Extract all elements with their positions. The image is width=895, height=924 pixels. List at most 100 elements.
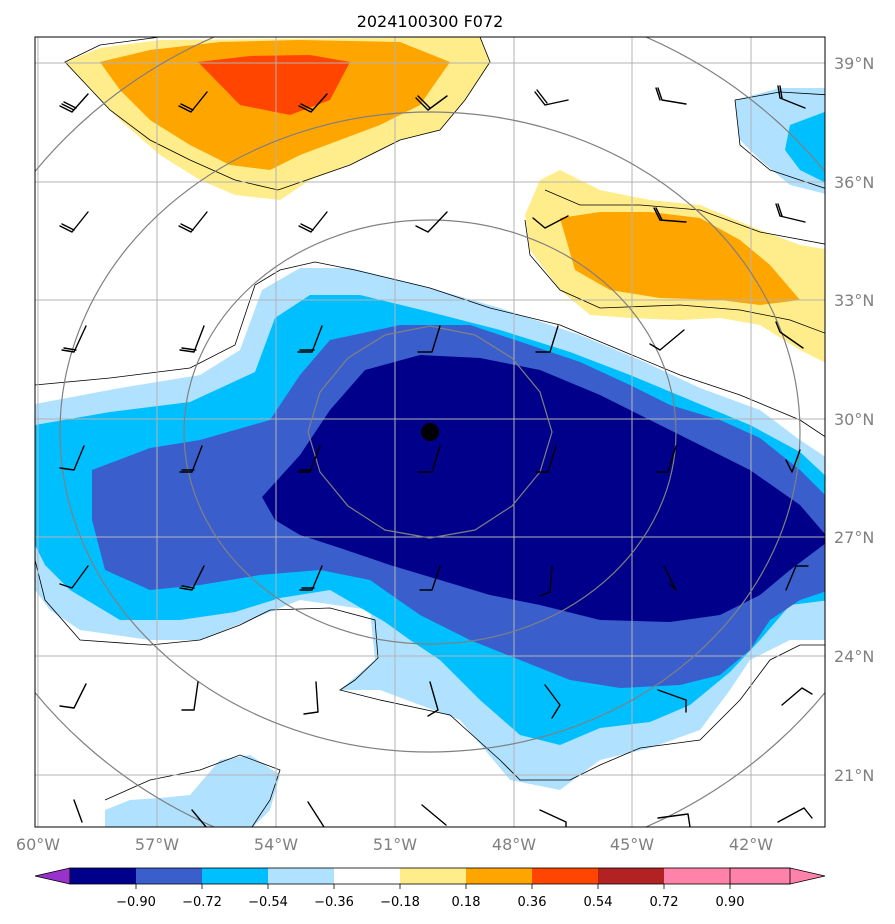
negative-anomaly-fields — [35, 88, 825, 827]
wind-barb — [178, 211, 208, 233]
wind-barb — [427, 681, 439, 717]
lat-label: 33°N — [834, 291, 874, 310]
wind-barb — [415, 95, 448, 111]
wind-barb — [535, 325, 559, 353]
colorbar-segment — [202, 868, 268, 884]
colorbar-outline — [69, 867, 791, 885]
wind-barb — [178, 91, 208, 113]
wind-barb — [297, 445, 321, 473]
wind-barb — [59, 93, 89, 113]
wind-barb — [179, 325, 205, 353]
wind-barb — [297, 325, 323, 353]
colorbar-segment — [664, 868, 730, 884]
contour-fill-pos-054 — [198, 55, 350, 115]
colorbar-label: −0.54 — [248, 895, 288, 910]
colorbar-ticks — [135, 884, 731, 889]
colorbar-segment — [70, 868, 136, 884]
wind-barb — [303, 681, 319, 715]
lon-label: 51°W — [373, 835, 417, 854]
range-rings — [35, 37, 825, 827]
wind-barb — [419, 565, 441, 591]
wind-barb — [417, 445, 441, 473]
lat-label: 30°N — [834, 410, 874, 429]
wind-barb — [539, 809, 567, 827]
contour-line-north — [64, 37, 491, 191]
colorbar-segment — [598, 868, 664, 884]
range-ring-2 — [183, 219, 677, 645]
wind-barbs — [59, 85, 813, 827]
wind-barb — [775, 203, 806, 223]
wind-barb — [539, 565, 553, 597]
wind-barb — [655, 87, 687, 105]
contour-line-south — [35, 559, 825, 781]
lon-label: 54°W — [254, 835, 298, 854]
contour-line-east-top — [734, 91, 825, 101]
contour-line-sw — [104, 754, 281, 827]
wind-barb — [777, 85, 806, 109]
latitude-labels: 39°N 36°N 33°N 30°N 27°N 24°N 21°N — [834, 54, 874, 785]
colorbar-label: 0.54 — [584, 895, 613, 910]
wind-barb — [73, 799, 83, 823]
colorbar-label: 0.72 — [650, 895, 679, 910]
wind-barb — [657, 689, 687, 713]
wind-barb — [179, 565, 205, 591]
wind-barb — [653, 207, 687, 223]
wind-barb — [535, 445, 557, 473]
contour-fill-south-neg — [105, 755, 280, 827]
colorbar-label: −0.90 — [116, 895, 156, 910]
wind-barb — [179, 445, 203, 473]
lat-label: 27°N — [834, 528, 874, 547]
wind-barb — [191, 809, 207, 827]
colorbar-label: 0.36 — [518, 895, 547, 910]
wind-barb — [59, 683, 87, 709]
wind-barb — [59, 445, 85, 471]
lat-label: 39°N — [834, 54, 874, 73]
lon-label: 45°W — [610, 835, 654, 854]
map-title: 2024100300 F072 — [357, 12, 504, 31]
wind-barb — [59, 211, 89, 233]
contour-fill-neg-072 — [262, 355, 825, 622]
map-frame — [34, 36, 826, 828]
storm-center-dot — [421, 423, 439, 441]
wind-barb — [61, 325, 87, 353]
wind-barb — [181, 681, 199, 711]
colorbar: −0.90 −0.72 −0.54 −0.36 −0.18 0.18 0.36 … — [34, 867, 826, 910]
contour-fill-east-neg-inner — [785, 111, 825, 183]
colorbar-segment — [400, 868, 466, 884]
colorbar-segment — [136, 868, 202, 884]
wind-barb — [785, 565, 809, 591]
wind-barb — [298, 211, 328, 233]
wind-barb — [415, 211, 448, 233]
wind-barb — [417, 325, 441, 353]
colorbar-segment — [268, 868, 334, 884]
lat-label: 36°N — [834, 173, 874, 192]
contour-line-main — [35, 261, 825, 438]
contour-line-ne — [524, 219, 825, 334]
wind-barb — [59, 565, 89, 589]
colorbar-label: −0.36 — [314, 895, 354, 910]
range-ring-1 — [307, 325, 553, 539]
colorbar-segment — [466, 868, 532, 884]
colorbar-segment — [334, 868, 400, 884]
map-area — [35, 37, 825, 827]
lon-label: 57°W — [135, 835, 179, 854]
wind-barb — [649, 329, 685, 351]
wind-barb — [544, 684, 561, 719]
contour-line-ne-top — [544, 189, 825, 245]
colorbar-segment — [532, 868, 598, 884]
wind-barb — [785, 449, 801, 473]
lat-label: 21°N — [834, 766, 874, 785]
contour-fill-ne-pos-036 — [560, 212, 800, 305]
zero-contours — [35, 37, 825, 827]
lon-label: 48°W — [492, 835, 536, 854]
colorbar-extend-high — [729, 867, 826, 885]
positive-anomaly-fields — [65, 37, 825, 363]
lon-label: 60°W — [16, 835, 60, 854]
wind-barb — [663, 565, 677, 591]
wind-barb — [307, 801, 325, 827]
wind-barb — [298, 93, 328, 113]
wind-barb — [534, 89, 569, 106]
wind-barb — [421, 804, 447, 826]
wind-barb — [299, 565, 323, 591]
contour-line-east — [734, 99, 825, 189]
